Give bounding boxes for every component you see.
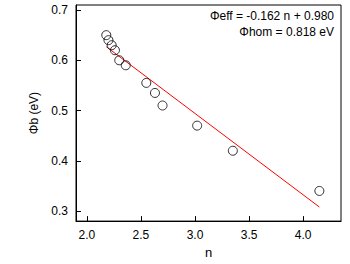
svg-text:Φeff = -0.162 n + 0.980: Φeff = -0.162 n + 0.980 <box>210 9 334 23</box>
svg-text:0.5: 0.5 <box>51 104 68 118</box>
svg-text:0.4: 0.4 <box>51 154 68 168</box>
svg-text:2.0: 2.0 <box>78 228 95 242</box>
svg-text:2.5: 2.5 <box>133 228 150 242</box>
svg-text:n: n <box>205 245 212 260</box>
svg-text:0.7: 0.7 <box>51 3 68 17</box>
svg-text:4.0: 4.0 <box>295 228 312 242</box>
svg-text:0.6: 0.6 <box>51 53 68 67</box>
svg-text:Φb (eV): Φb (eV) <box>27 92 41 134</box>
svg-text:0.3: 0.3 <box>51 204 68 218</box>
svg-text:3.5: 3.5 <box>241 228 258 242</box>
svg-text:Φhom = 0.818 eV: Φhom = 0.818 eV <box>239 25 334 39</box>
svg-text:3.0: 3.0 <box>187 228 204 242</box>
